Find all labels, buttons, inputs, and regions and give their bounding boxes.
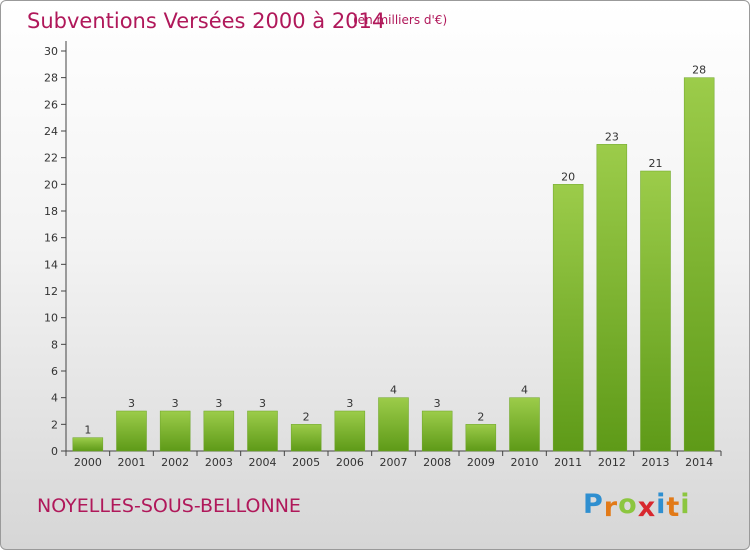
data-label: 20 xyxy=(561,170,575,183)
x-tick-label: 2013 xyxy=(642,456,670,469)
data-label: 3 xyxy=(128,397,135,410)
x-tick-label: 2003 xyxy=(205,456,233,469)
bar xyxy=(290,424,322,452)
bar xyxy=(159,410,191,452)
data-label: 3 xyxy=(434,397,441,410)
y-tick-label: 22 xyxy=(44,152,58,165)
y-tick-label: 20 xyxy=(44,178,58,191)
data-label: 2 xyxy=(477,410,484,423)
data-label: 3 xyxy=(172,397,179,410)
data-label: 28 xyxy=(692,64,706,77)
y-tick-label: 16 xyxy=(44,232,58,245)
y-tick-label: 26 xyxy=(44,98,58,111)
x-tick-label: 2005 xyxy=(292,456,320,469)
data-label: 21 xyxy=(649,157,663,170)
x-tick-label: 2010 xyxy=(511,456,539,469)
y-tick-label: 14 xyxy=(44,258,58,271)
y-tick-label: 8 xyxy=(51,338,58,351)
bar xyxy=(683,77,715,452)
logo-letter: r xyxy=(603,492,619,523)
x-tick-label: 2001 xyxy=(118,456,146,469)
data-label: 23 xyxy=(605,130,619,143)
bar xyxy=(640,170,671,452)
x-tick-label: 2006 xyxy=(336,456,364,469)
y-tick-label: 28 xyxy=(44,72,58,85)
data-label: 4 xyxy=(390,384,397,397)
y-tick-label: 10 xyxy=(44,312,58,325)
y-tick-label: 12 xyxy=(44,285,58,298)
bar xyxy=(203,410,235,452)
bar xyxy=(465,424,497,452)
x-tick-label: 2007 xyxy=(380,456,408,469)
y-tick-label: 6 xyxy=(51,365,58,378)
x-tick-label: 2000 xyxy=(74,456,102,469)
chart-subtitle: (en milliers d'€) xyxy=(353,13,448,27)
y-tick-label: 4 xyxy=(51,392,58,405)
x-tick-label: 2008 xyxy=(423,456,451,469)
bar xyxy=(552,184,584,452)
bar xyxy=(378,397,409,452)
x-tick-label: 2009 xyxy=(467,456,495,469)
bar xyxy=(116,410,147,452)
x-tick-label: 2002 xyxy=(161,456,189,469)
bar xyxy=(334,410,366,452)
logo-letter: i xyxy=(680,489,691,520)
bar xyxy=(72,437,104,452)
y-tick-label: 0 xyxy=(51,445,58,458)
bar xyxy=(509,397,540,452)
bar xyxy=(421,410,453,452)
town-name: NOYELLES-SOUS-BELLONNE xyxy=(37,495,301,517)
data-label: 4 xyxy=(521,384,528,397)
y-tick-label: 2 xyxy=(51,418,58,431)
y-tick-label: 24 xyxy=(44,125,58,138)
y-tick-label: 30 xyxy=(44,45,58,58)
logo-letter: x xyxy=(637,492,657,523)
logo-letter: P xyxy=(583,489,604,520)
x-tick-label: 2014 xyxy=(685,456,713,469)
bar xyxy=(247,410,278,452)
data-label: 3 xyxy=(346,397,353,410)
bar xyxy=(596,144,628,452)
data-label: 3 xyxy=(259,397,266,410)
data-label: 2 xyxy=(303,410,310,423)
chart-title: Subventions Versées 2000 à 2014 xyxy=(27,9,386,33)
y-tick-label: 18 xyxy=(44,205,58,218)
x-tick-label: 2011 xyxy=(554,456,582,469)
proxiti-logo: Proxiti xyxy=(583,489,691,523)
data-label: 3 xyxy=(215,397,222,410)
x-tick-label: 2012 xyxy=(598,456,626,469)
logo-letter: t xyxy=(666,492,681,523)
data-label: 1 xyxy=(84,424,91,437)
x-tick-label: 2004 xyxy=(249,456,277,469)
logo-letter: o xyxy=(618,489,638,520)
logo-letter: i xyxy=(656,489,667,520)
